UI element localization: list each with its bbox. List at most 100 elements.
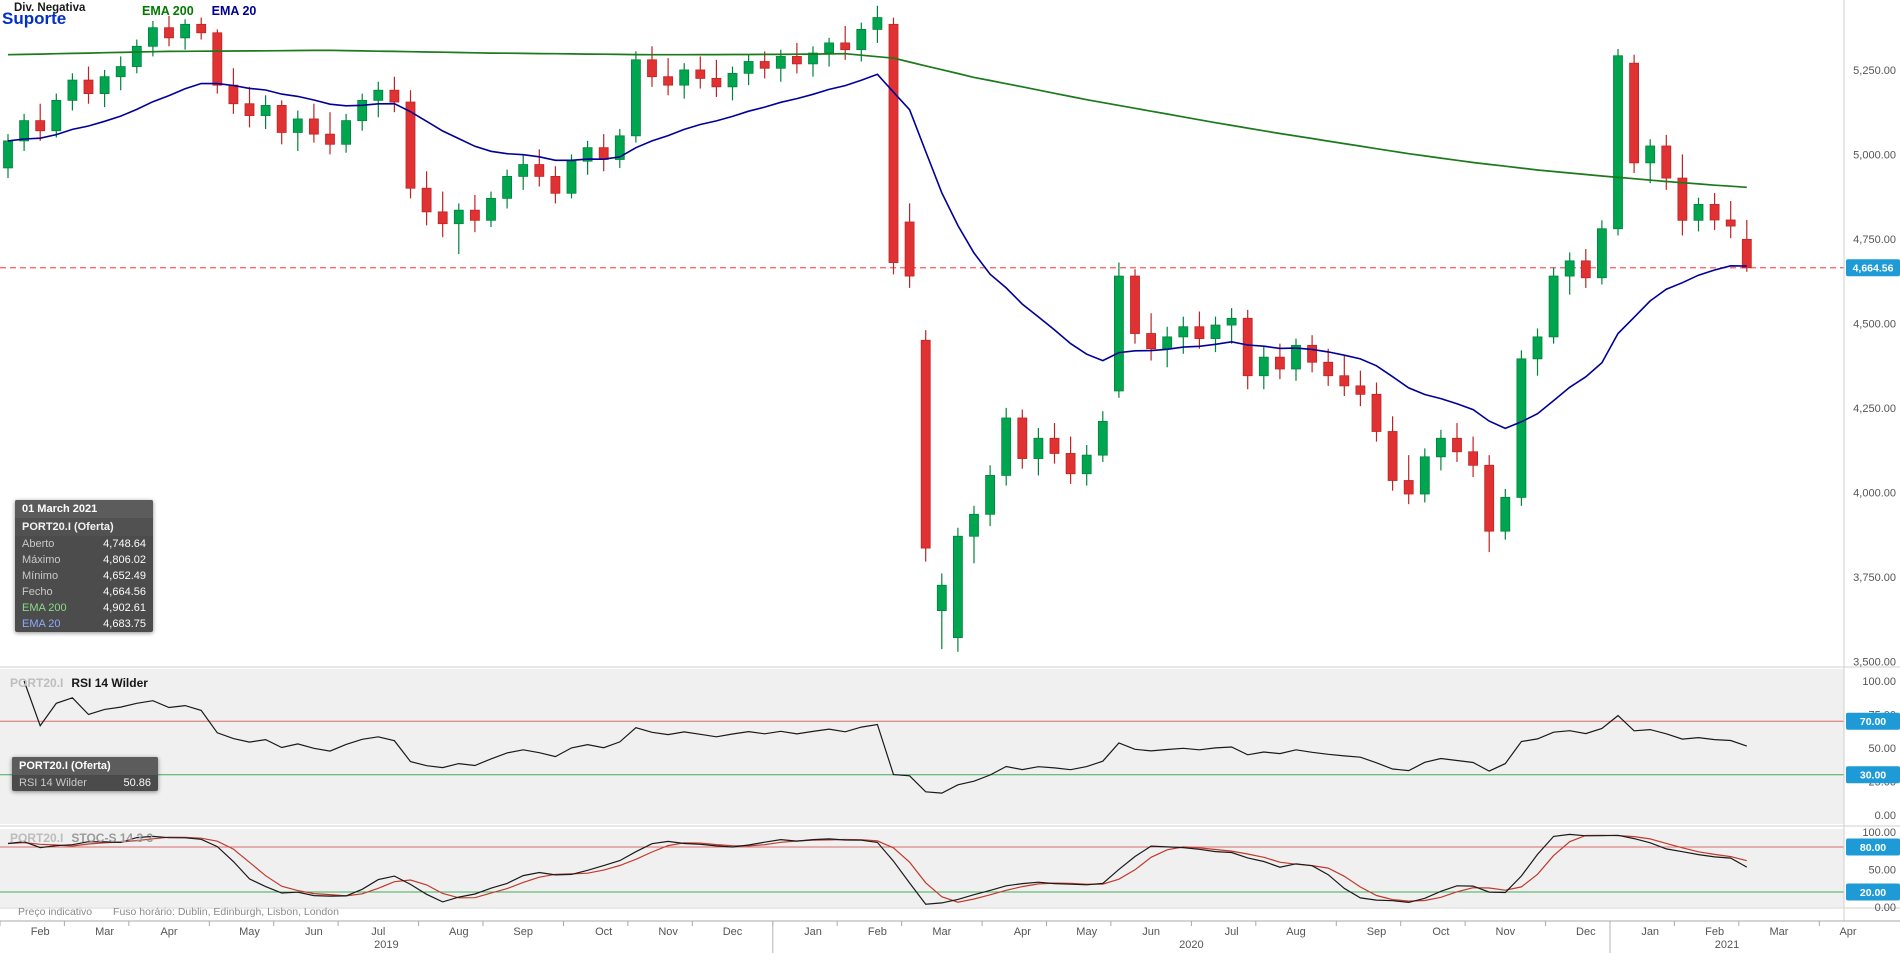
candle-body[interactable] <box>1693 204 1704 221</box>
candle-body[interactable] <box>775 56 786 69</box>
candle-body[interactable] <box>1097 420 1108 456</box>
candle-body[interactable] <box>840 42 851 51</box>
candle-body[interactable] <box>1419 456 1430 495</box>
candle-body[interactable] <box>1452 437 1462 453</box>
candle-body[interactable] <box>1709 204 1720 221</box>
candle-body[interactable] <box>405 101 416 189</box>
candle-body[interactable] <box>759 61 770 69</box>
candle-body[interactable] <box>67 79 78 101</box>
candle-body[interactable] <box>1210 324 1221 339</box>
candle-body[interactable] <box>1291 344 1301 370</box>
candle-body[interactable] <box>936 584 947 611</box>
candle-body[interactable] <box>1468 451 1478 466</box>
candle-body[interactable] <box>904 221 915 277</box>
candle-body[interactable] <box>1065 453 1076 475</box>
candles[interactable] <box>3 5 1752 652</box>
candle-body[interactable] <box>228 84 239 105</box>
candle-body[interactable] <box>502 175 513 199</box>
candle-body[interactable] <box>598 147 609 160</box>
candle-body[interactable] <box>985 475 995 515</box>
candle-body[interactable] <box>180 23 191 39</box>
candle-body[interactable] <box>550 175 561 194</box>
candle-body[interactable] <box>631 59 641 137</box>
candle-body[interactable] <box>1323 361 1334 377</box>
candle-body[interactable] <box>212 32 223 86</box>
candle-body[interactable] <box>518 164 529 177</box>
candle-body[interactable] <box>373 89 384 101</box>
candle-body[interactable] <box>469 209 480 221</box>
candle-body[interactable] <box>969 513 979 537</box>
candle-body[interactable] <box>1597 228 1607 279</box>
candle-body[interactable] <box>1548 275 1559 338</box>
candle-body[interactable] <box>51 99 62 132</box>
candle-body[interactable] <box>260 105 271 116</box>
candle-body[interactable] <box>308 118 319 135</box>
candle-body[interactable] <box>1017 417 1028 459</box>
candle-body[interactable] <box>711 77 722 88</box>
candle-body[interactable] <box>1307 344 1317 363</box>
candle-body[interactable] <box>1178 326 1189 338</box>
candle-body[interactable] <box>888 23 899 263</box>
candle-body[interactable] <box>1516 358 1527 498</box>
candle-body[interactable] <box>244 103 255 116</box>
candle-body[interactable] <box>1613 55 1623 230</box>
candle-body[interactable] <box>389 89 400 103</box>
candle-body[interactable] <box>614 135 625 160</box>
candle-body[interactable] <box>1242 317 1253 377</box>
candle-body[interactable] <box>1580 260 1591 279</box>
candle-body[interactable] <box>534 164 545 177</box>
stoch-title-label[interactable]: STOC-S 14 3 3 <box>71 831 154 845</box>
annotation-divergence-label[interactable]: Div. Negativa <box>14 2 86 14</box>
candle-body[interactable] <box>35 120 46 132</box>
legend-ema-20-label[interactable]: EMA 20 <box>211 4 257 18</box>
candle-body[interactable] <box>1355 385 1366 395</box>
candle-body[interactable] <box>19 120 30 142</box>
candle-body[interactable] <box>1258 356 1269 377</box>
candle-body[interactable] <box>1049 437 1060 454</box>
rsi-title-label[interactable]: RSI 14 Wilder <box>71 676 148 690</box>
candle-body[interactable] <box>856 28 867 51</box>
candle-body[interactable] <box>679 69 690 86</box>
candle-body[interactable] <box>727 72 738 88</box>
candle-body[interactable] <box>1194 326 1205 339</box>
candle-body[interactable] <box>1661 145 1672 179</box>
candle-body[interactable] <box>1162 336 1173 350</box>
candle-body[interactable] <box>743 61 754 74</box>
candle-body[interactable] <box>1275 356 1285 370</box>
candle-body[interactable] <box>1387 431 1398 481</box>
candle-body[interactable] <box>164 27 174 39</box>
legend-ema-200-label[interactable]: EMA 200 <box>142 4 194 18</box>
candle-body[interactable] <box>131 45 142 67</box>
candle-body[interactable] <box>647 59 657 78</box>
candle-body[interactable] <box>1081 454 1092 475</box>
candle-body[interactable] <box>3 140 13 169</box>
candle-body[interactable] <box>196 23 207 34</box>
candle-body[interactable] <box>1725 219 1736 227</box>
candle-body[interactable] <box>1114 275 1124 392</box>
candle-body[interactable] <box>437 211 448 225</box>
candle-body[interactable] <box>808 52 818 65</box>
candle-body[interactable] <box>486 197 496 221</box>
candle-body[interactable] <box>292 118 303 133</box>
candle-body[interactable] <box>1484 464 1495 532</box>
candle-body[interactable] <box>99 76 110 94</box>
candle-body[interactable] <box>1564 260 1575 277</box>
candle-body[interactable] <box>1532 336 1543 360</box>
candle-body[interactable] <box>1339 375 1350 387</box>
candle-body[interactable] <box>920 339 931 549</box>
annotation-support-label[interactable]: Suporte <box>2 9 67 28</box>
candle-body[interactable] <box>953 535 963 639</box>
candle-body[interactable] <box>1645 145 1656 164</box>
candle-body[interactable] <box>276 105 287 133</box>
candle-body[interactable] <box>147 27 158 47</box>
candle-body[interactable] <box>1226 317 1237 326</box>
candle-body[interactable] <box>1500 496 1511 532</box>
candle-body[interactable] <box>357 99 368 122</box>
candle-body[interactable] <box>1677 177 1688 221</box>
candle-body[interactable] <box>1371 393 1382 432</box>
candle-body[interactable] <box>872 17 883 30</box>
candle-body[interactable] <box>1403 480 1414 495</box>
candle-body[interactable] <box>115 66 126 78</box>
candle-body[interactable] <box>1130 275 1140 334</box>
